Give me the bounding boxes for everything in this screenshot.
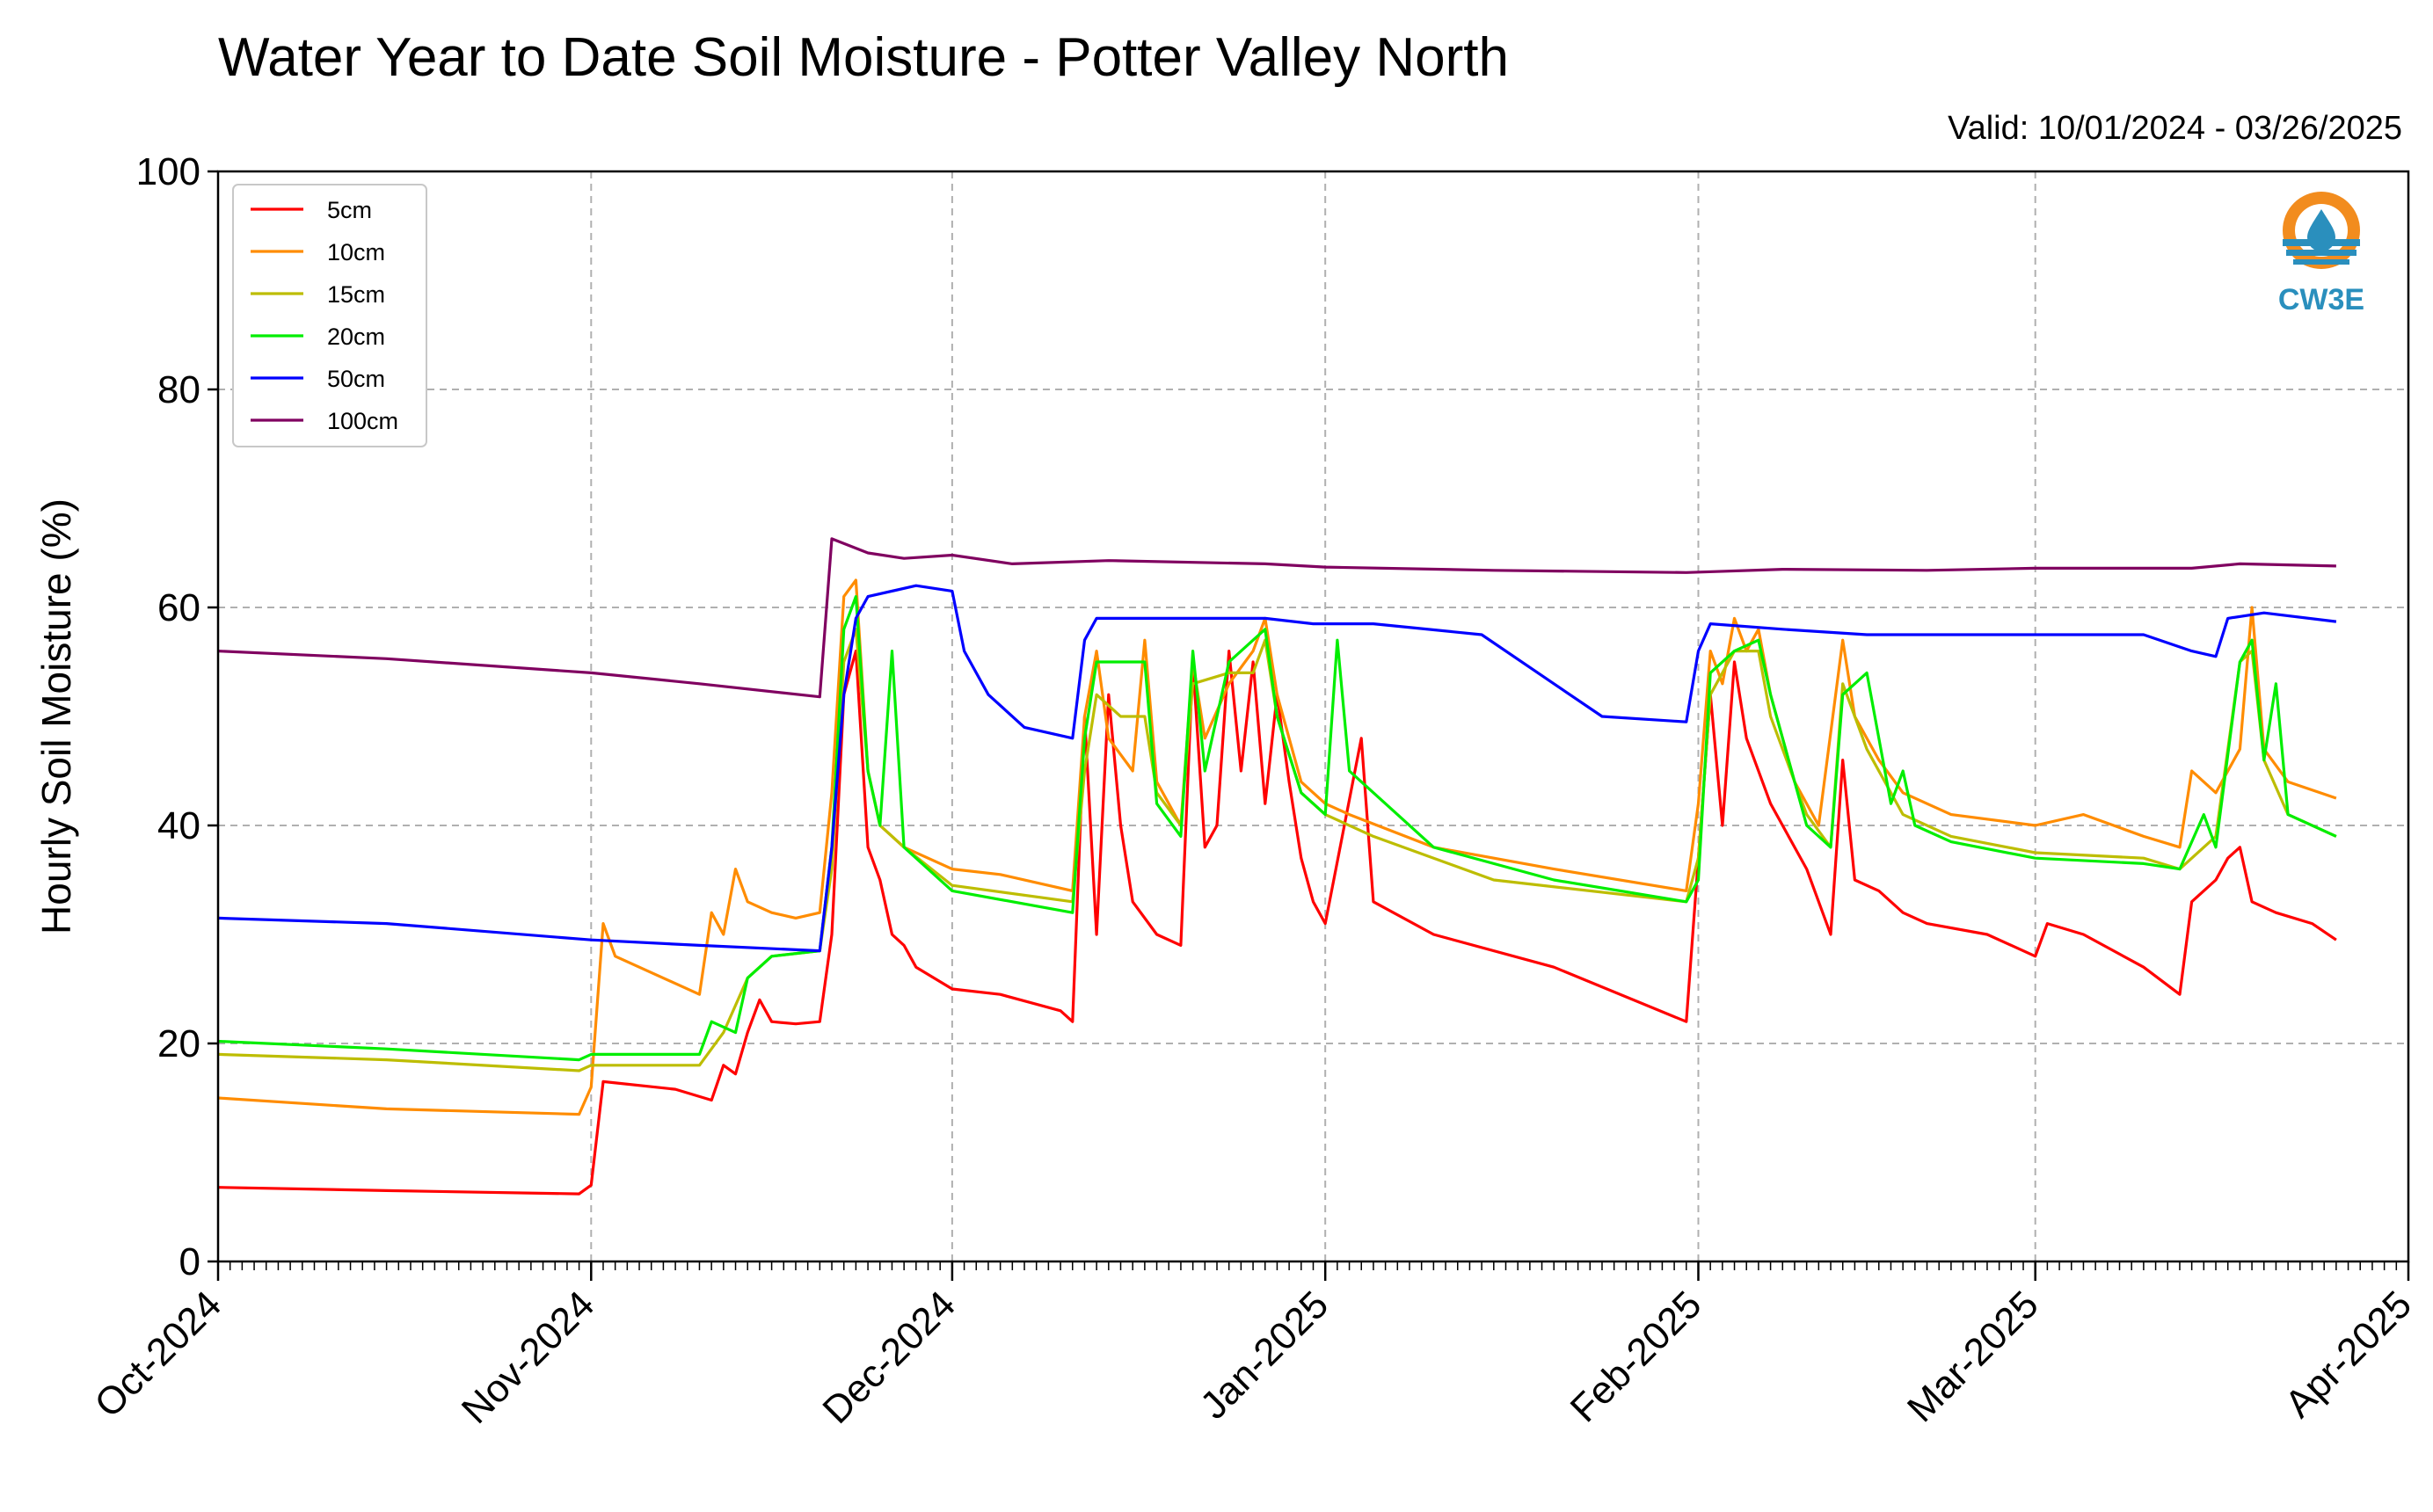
logo-text: CW3E	[2278, 283, 2364, 316]
legend-label-20cm: 20cm	[327, 323, 385, 350]
legend-label-50cm: 50cm	[327, 366, 385, 392]
x-tick-label: Nov-2024	[454, 1283, 603, 1432]
series-line-50cm	[217, 584, 2337, 953]
axis-ticks: 0 20 40 60 80 100 Oct-2024 Nov-2024 Dec-2024 Jan-…	[86, 150, 2420, 1432]
y-tick-label: 0	[179, 1240, 200, 1283]
series-lines	[217, 537, 2337, 1196]
y-tick-label: 100	[136, 150, 200, 193]
y-axis-label: Hourly Soil Moisture (%)	[33, 498, 79, 934]
y-tick-label: 60	[157, 586, 200, 629]
cw3e-logo: CW3E	[2278, 192, 2364, 316]
series-line-5cm	[217, 650, 2337, 1196]
series-line-100cm	[217, 537, 2336, 699]
x-tick-label: Jan-2025	[1192, 1283, 1337, 1427]
y-tick-label: 20	[157, 1022, 200, 1065]
series-line-20cm	[217, 595, 2337, 1062]
y-tick-label: 40	[157, 804, 200, 847]
legend-label-5cm: 5cm	[327, 197, 372, 223]
chart-title: Water Year to Date Soil Moisture - Potte…	[218, 27, 1509, 88]
x-tick-label: Feb-2025	[1563, 1283, 1710, 1430]
minor-ticks	[217, 1261, 2409, 1270]
water-drop-logo-icon	[2283, 192, 2360, 269]
legend-label-15cm: 15cm	[327, 281, 385, 308]
series-line-15cm	[217, 628, 2337, 1072]
legend: 5cm 10cm 15cm 20cm 50cm 100cm	[232, 184, 427, 447]
legend-label-10cm: 10cm	[327, 239, 385, 265]
y-tick-label: 80	[157, 368, 200, 411]
valid-range-text: Valid: 10/01/2024 - 03/26/2025	[1948, 110, 2402, 147]
x-tick-label: Oct-2024	[86, 1283, 229, 1426]
plot-frame	[216, 170, 2410, 1263]
series-line-10cm	[217, 578, 2337, 1116]
x-tick-label: Mar-2025	[1899, 1283, 2047, 1430]
x-tick-label: Apr-2025	[2276, 1283, 2420, 1426]
legend-label-100cm: 100cm	[327, 408, 398, 434]
x-tick-label: Dec-2024	[814, 1283, 964, 1432]
grid-lines	[218, 171, 2408, 1261]
